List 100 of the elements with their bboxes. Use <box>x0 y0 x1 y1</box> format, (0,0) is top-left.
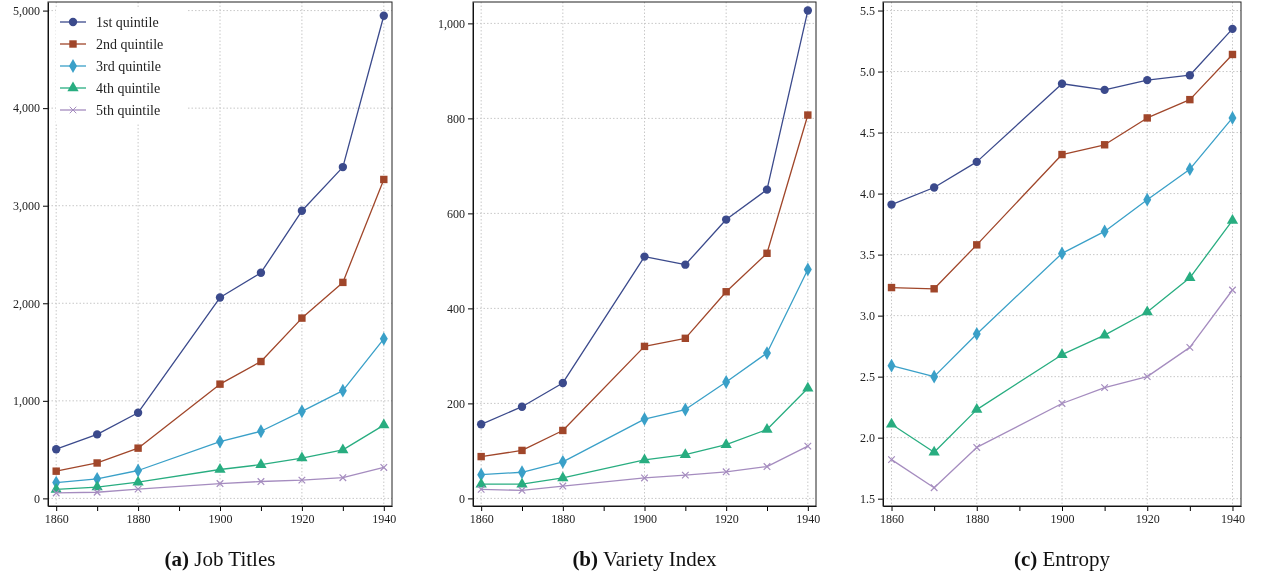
point <box>972 157 981 167</box>
point <box>379 11 388 20</box>
point <box>971 403 983 413</box>
point <box>378 418 390 429</box>
point <box>518 446 526 455</box>
point <box>887 455 896 464</box>
point <box>973 241 981 249</box>
point <box>930 483 939 492</box>
point <box>802 381 814 392</box>
y-tick-label: 5.5 <box>860 3 875 18</box>
point <box>721 215 731 224</box>
point <box>558 482 567 490</box>
y-tick-label: 4.5 <box>860 125 875 140</box>
text: (a) Job Titles <box>164 547 276 571</box>
y-tick-label: 200 <box>447 396 465 411</box>
point <box>1143 372 1152 381</box>
point <box>1185 343 1194 352</box>
point <box>722 467 731 476</box>
point <box>929 183 939 192</box>
x-tick-label: 1920 <box>714 511 739 526</box>
y-tick-label: 1,000 <box>13 394 40 409</box>
point <box>557 471 569 482</box>
point <box>257 477 265 486</box>
y-tick-label: 4,000 <box>13 101 40 116</box>
y-tick-label: 800 <box>447 111 465 126</box>
y-tick-label: 5.0 <box>860 64 875 79</box>
point <box>477 452 485 461</box>
y-tick-label: 2.0 <box>860 431 875 445</box>
x-tick-label: 1900 <box>633 511 657 526</box>
point <box>1185 71 1195 80</box>
point <box>681 260 690 269</box>
point <box>52 489 61 497</box>
point <box>762 185 772 194</box>
y-tick-label: 1,000 <box>438 16 465 31</box>
point <box>52 467 60 475</box>
point <box>1226 213 1239 224</box>
point <box>1141 305 1153 316</box>
point <box>216 479 224 488</box>
legend-label: 1st quintile <box>96 15 159 30</box>
x-tick-label: 1940 <box>1220 511 1245 526</box>
point <box>763 462 771 471</box>
point <box>928 445 940 456</box>
point <box>337 443 349 454</box>
point <box>255 458 267 468</box>
point <box>298 476 306 485</box>
point <box>1184 271 1196 282</box>
point <box>885 417 898 428</box>
point <box>1098 328 1111 339</box>
point <box>297 206 307 215</box>
x-tick-label: 1860 <box>44 511 69 526</box>
point <box>1143 75 1152 85</box>
point <box>477 485 486 494</box>
point <box>518 486 526 495</box>
point <box>803 6 813 15</box>
point <box>803 442 812 451</box>
y-tick-label: 0 <box>459 491 465 506</box>
point <box>761 423 773 433</box>
legend-label: 5th quintile <box>96 103 161 118</box>
point <box>1143 114 1151 122</box>
point <box>516 477 528 488</box>
x-tick-label: 1880 <box>551 511 576 526</box>
y-tick-label: 2.5 <box>860 369 875 384</box>
point <box>930 285 938 293</box>
point <box>1056 348 1068 358</box>
point <box>972 443 981 452</box>
point <box>1100 383 1109 392</box>
y-tick-label: 2,000 <box>13 296 40 311</box>
point <box>763 249 771 257</box>
point <box>679 448 691 458</box>
point <box>1228 24 1237 34</box>
point <box>93 488 102 497</box>
x-tick-label: 1920 <box>1135 511 1160 526</box>
point <box>722 288 730 296</box>
point <box>1058 399 1066 408</box>
point <box>476 420 486 429</box>
text: (c) Entropy <box>1013 547 1111 571</box>
point <box>216 380 224 388</box>
point <box>296 451 308 462</box>
y-tick-label: 4.0 <box>860 186 875 201</box>
x-tick-label: 1940 <box>796 511 821 526</box>
point <box>559 426 567 435</box>
point <box>52 445 61 454</box>
point <box>132 475 144 486</box>
point <box>1057 79 1067 88</box>
point <box>1186 95 1194 104</box>
point <box>804 111 812 119</box>
point <box>339 278 347 287</box>
point <box>133 408 143 417</box>
x-tick-label: 1900 <box>208 511 233 526</box>
y-tick-label: 3.5 <box>860 247 875 262</box>
point <box>640 474 649 482</box>
point <box>134 444 142 452</box>
point <box>720 438 732 448</box>
y-tick-label: 600 <box>447 206 465 221</box>
point <box>92 430 102 439</box>
point <box>1058 150 1066 159</box>
legend-label: 3rd quintile <box>96 59 161 74</box>
x-tick-label: 1880 <box>126 511 151 526</box>
legend-label: 2nd quintile <box>96 37 164 52</box>
x-tick-label: 1940 <box>372 511 397 526</box>
